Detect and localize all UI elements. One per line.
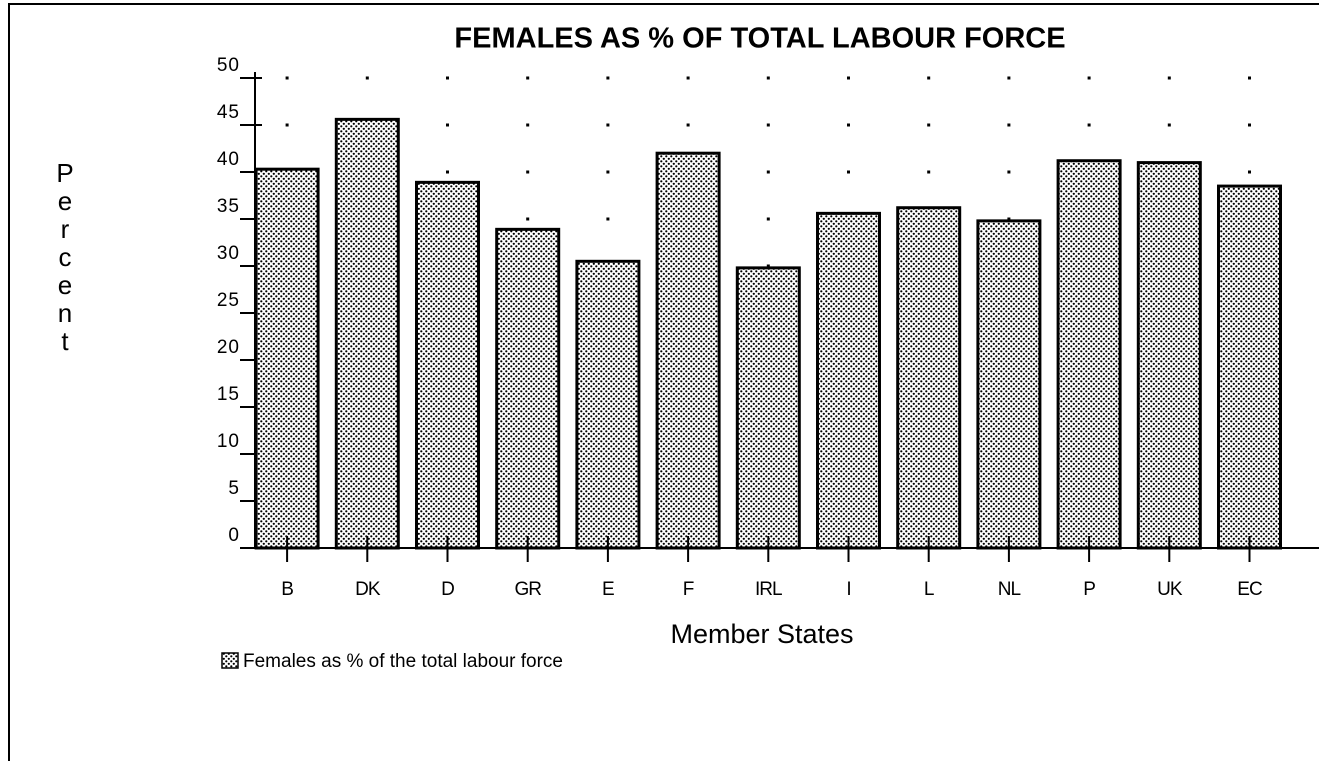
y-tick-label: 40 xyxy=(217,149,240,170)
bar xyxy=(896,206,962,550)
bar xyxy=(254,167,320,550)
x-tick-label: DK xyxy=(355,579,381,600)
y-tick-label: 45 xyxy=(217,102,240,123)
bar xyxy=(976,219,1042,550)
bar xyxy=(1056,159,1122,550)
y-tick-label: 25 xyxy=(217,290,240,311)
legend-label: Females as % of the total labour force xyxy=(243,651,563,672)
bar xyxy=(1217,184,1282,550)
bar xyxy=(495,227,561,550)
x-tick-label: E xyxy=(602,579,614,600)
y-tick-label: 10 xyxy=(217,431,240,452)
y-tick-label: 0 xyxy=(228,525,240,546)
x-tick-label: NL xyxy=(998,579,1021,600)
x-tick-label: UK xyxy=(1157,579,1183,600)
x-tick-label: GR xyxy=(514,579,541,600)
y-tick-label: 30 xyxy=(217,243,240,264)
legend-swatch xyxy=(221,652,239,669)
x-axis-label: Member States xyxy=(670,619,853,649)
x-tick-label: EC xyxy=(1237,579,1262,600)
bar xyxy=(334,117,400,550)
x-tick-label: D xyxy=(441,579,454,600)
y-tick-label: 35 xyxy=(217,196,240,217)
y-axis-label: Percent xyxy=(50,158,80,354)
x-tick-label: F xyxy=(683,579,694,600)
bar xyxy=(735,266,801,550)
y-tick-label: 50 xyxy=(217,55,240,76)
bar xyxy=(816,211,881,550)
x-tick-label: P xyxy=(1083,579,1095,600)
bar xyxy=(655,151,721,550)
bar xyxy=(415,180,480,550)
y-tick-label: 5 xyxy=(228,478,240,499)
x-tick-label: L xyxy=(924,579,934,600)
x-tick-label: I xyxy=(846,579,850,600)
x-tick-label: B xyxy=(281,579,293,600)
bar xyxy=(575,259,641,550)
bar xyxy=(1136,161,1202,550)
y-tick-label: 15 xyxy=(217,384,240,405)
y-tick-label: 20 xyxy=(217,337,240,358)
chart-title: FEMALES AS % OF TOTAL LABOUR FORCE xyxy=(454,23,1065,55)
x-tick-label: IRL xyxy=(755,579,782,600)
